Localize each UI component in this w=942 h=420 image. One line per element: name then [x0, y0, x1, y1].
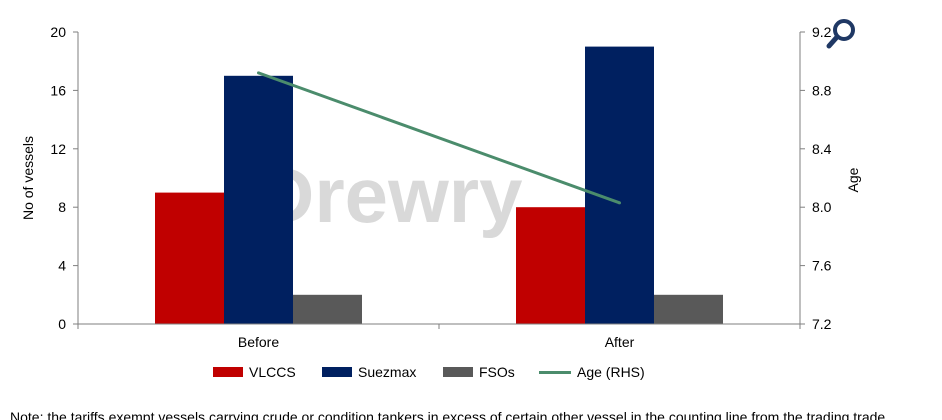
- y-tick-label-right: 8.8: [812, 82, 832, 98]
- bars-layer: [155, 46, 723, 324]
- y-tick-label-right: 7.2: [812, 316, 832, 332]
- y-axis-title-left: No of vessels: [20, 136, 36, 220]
- legend-swatch-vlccs: [213, 367, 243, 377]
- y-tick-label-left: 12: [50, 141, 66, 157]
- y-tick-label-right: 8.0: [812, 199, 832, 215]
- legend-label-vlccs: VLCCS: [249, 364, 296, 380]
- chart: Drewry 0 4 8 12 16 20 7.2 7.6 8.0 8.4 8.8 9.2 Befo…: [20, 24, 861, 350]
- bar-vlccs-after: [516, 207, 585, 324]
- bar-suezmax-after: [585, 46, 654, 324]
- zoom-button[interactable]: [824, 16, 860, 52]
- legend-item-suezmax: Suezmax: [322, 361, 416, 383]
- line-point-before: [257, 71, 260, 75]
- legend-item-age: Age (RHS): [539, 361, 645, 383]
- legend: VLCCS Suezmax FSOs Age (RHS): [0, 361, 942, 383]
- y-tick-label-left: 0: [58, 316, 66, 332]
- x-categories: Before After: [238, 334, 635, 350]
- legend-item-vlccs: VLCCS: [213, 361, 296, 383]
- legend-label-suezmax: Suezmax: [358, 364, 417, 380]
- y-tick-label-left: 20: [50, 24, 66, 40]
- watermark: Drewry: [258, 151, 522, 239]
- y-tick-label-left: 8: [58, 199, 66, 215]
- line-layer: [257, 71, 621, 205]
- right-ticks: 7.2 7.6 8.0 8.4 8.8 9.2: [800, 24, 832, 332]
- y-tick-label-right: 9.2: [812, 24, 832, 40]
- y-tick-label-right: 8.4: [812, 141, 832, 157]
- y-tick-label-left: 16: [50, 82, 66, 98]
- legend-label-age: Age (RHS): [577, 364, 645, 380]
- y-axis-title-right: Age: [845, 167, 861, 192]
- legend-swatch-age: [539, 370, 571, 374]
- line-point-after: [618, 201, 621, 205]
- legend-item-fsos: FSOs: [443, 361, 515, 383]
- legend-swatch-suezmax: [322, 367, 352, 377]
- bar-fsos-before: [293, 294, 362, 324]
- legend-label-fsos: FSOs: [479, 364, 515, 380]
- y-tick-label-right: 7.6: [812, 258, 832, 274]
- left-ticks: 0 4 8 12 16 20: [50, 24, 78, 332]
- footer-note: Note: the tariffs exempt vessels carryin…: [10, 409, 886, 420]
- bar-vlccs-before: [155, 192, 224, 324]
- x-category-label: After: [605, 334, 635, 350]
- line-age-rhs: [257, 71, 621, 205]
- y-tick-label-left: 4: [58, 258, 66, 274]
- axes-layer: [77, 32, 801, 329]
- x-category-label: Before: [238, 334, 279, 350]
- bar-fsos-after: [654, 294, 723, 324]
- bar-suezmax-before: [224, 75, 293, 324]
- search-icon: [826, 19, 855, 49]
- legend-swatch-fsos: [443, 367, 473, 377]
